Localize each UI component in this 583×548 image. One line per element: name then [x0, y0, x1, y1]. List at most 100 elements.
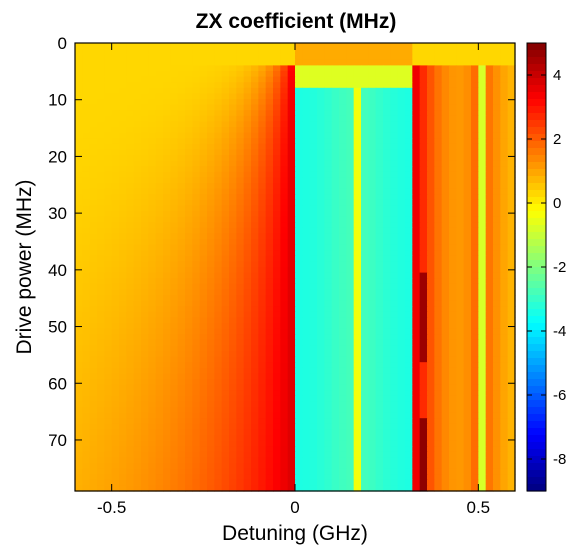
heatmap-cell	[485, 468, 494, 475]
heatmap-cell	[309, 239, 318, 246]
heatmap-cell	[390, 138, 399, 145]
heatmap-cell	[243, 188, 252, 195]
heatmap-cell	[75, 418, 83, 425]
heatmap-cell	[427, 171, 435, 178]
heatmap-cell	[258, 317, 267, 324]
heatmap-cell	[412, 367, 421, 374]
heatmap-cell	[375, 199, 384, 206]
heatmap-cell	[331, 362, 340, 369]
heatmap-cell	[229, 407, 237, 414]
heatmap-cell	[485, 48, 494, 55]
heatmap-cell	[243, 339, 252, 346]
heatmap-cell	[295, 177, 303, 184]
heatmap-cell	[177, 479, 186, 486]
heatmap-cell	[324, 362, 333, 369]
heatmap-cell	[375, 143, 384, 150]
heatmap-cell	[397, 227, 406, 234]
heatmap-cell	[463, 429, 472, 436]
heatmap-cell	[133, 367, 142, 374]
heatmap-cell	[111, 479, 120, 486]
heatmap-cell	[280, 446, 289, 453]
heatmap-cell	[287, 183, 296, 190]
heatmap-cell	[97, 104, 105, 111]
heatmap-cell	[97, 76, 105, 83]
heatmap-cell	[449, 446, 457, 453]
heatmap-cell	[229, 160, 237, 167]
heatmap-cell	[383, 227, 391, 234]
heatmap-cell	[500, 395, 509, 402]
heatmap-cell	[390, 283, 399, 290]
heatmap-cell	[485, 110, 494, 117]
heatmap-cell	[265, 239, 274, 246]
heatmap-cell	[419, 474, 428, 481]
heatmap-cell	[463, 390, 472, 397]
heatmap-cell	[199, 104, 208, 111]
heatmap-cell	[273, 216, 281, 223]
heatmap-cell	[104, 155, 113, 162]
heatmap-cell	[280, 227, 289, 234]
heatmap-cell	[111, 115, 120, 122]
heatmap-cell	[493, 367, 501, 374]
heatmap-cell	[456, 171, 465, 178]
heatmap-cell	[368, 289, 377, 296]
colorbar-segment	[527, 484, 546, 492]
heatmap-cell	[141, 451, 149, 458]
heatmap-cell	[75, 143, 83, 150]
heatmap-cell	[309, 379, 318, 386]
heatmap-cell	[126, 216, 135, 223]
heatmap-cell	[177, 183, 186, 190]
heatmap-cell	[405, 239, 413, 246]
heatmap-cell	[148, 82, 157, 89]
heatmap-cell	[265, 54, 274, 61]
heatmap-cell	[485, 121, 494, 128]
heatmap-cell	[221, 300, 230, 307]
heatmap-cell	[375, 283, 384, 290]
heatmap-cell	[412, 239, 421, 246]
heatmap-cell	[500, 356, 509, 363]
heatmap-cell	[463, 440, 472, 447]
heatmap-cell	[170, 295, 179, 302]
heatmap-cell	[397, 261, 406, 268]
heatmap-cell	[368, 474, 377, 481]
heatmap-cell	[317, 244, 325, 251]
heatmap-cell	[119, 283, 127, 290]
heatmap-cell	[485, 474, 494, 481]
heatmap-cell	[317, 306, 325, 313]
heatmap-cell	[229, 59, 237, 66]
heatmap-cell	[199, 166, 208, 173]
heatmap-cell	[368, 261, 377, 268]
heatmap-cell	[75, 250, 83, 257]
heatmap-cell	[104, 205, 113, 212]
heatmap-cell	[199, 121, 208, 128]
heatmap-cell	[251, 401, 259, 408]
heatmap-cell	[368, 110, 377, 117]
heatmap-cell	[324, 65, 333, 72]
heatmap-cell	[155, 362, 164, 369]
y-tick-label: 60	[48, 374, 67, 393]
heatmap-cell	[75, 104, 83, 111]
heatmap-cell	[383, 395, 391, 402]
heatmap-cell	[427, 463, 435, 470]
heatmap-cell	[192, 233, 201, 240]
heatmap-cell	[419, 250, 428, 257]
heatmap-cell	[104, 250, 113, 257]
heatmap-cell	[229, 71, 237, 78]
heatmap-cell	[280, 138, 289, 145]
heatmap-cell	[397, 384, 406, 391]
heatmap-cell	[478, 216, 487, 223]
heatmap-cell	[353, 188, 362, 195]
heatmap-cell	[493, 278, 501, 285]
heatmap-cell	[89, 110, 98, 117]
heatmap-cell	[214, 54, 223, 61]
heatmap-cell	[192, 440, 201, 447]
heatmap-cell	[133, 306, 142, 313]
heatmap-cell	[229, 485, 237, 492]
heatmap-cell	[119, 110, 127, 117]
heatmap-cell	[141, 110, 149, 117]
heatmap-cell	[177, 278, 186, 285]
heatmap-cell	[141, 306, 149, 313]
heatmap-cell	[280, 183, 289, 190]
heatmap-cell	[507, 457, 516, 464]
heatmap-cell	[280, 311, 289, 318]
heatmap-cell	[119, 272, 127, 279]
